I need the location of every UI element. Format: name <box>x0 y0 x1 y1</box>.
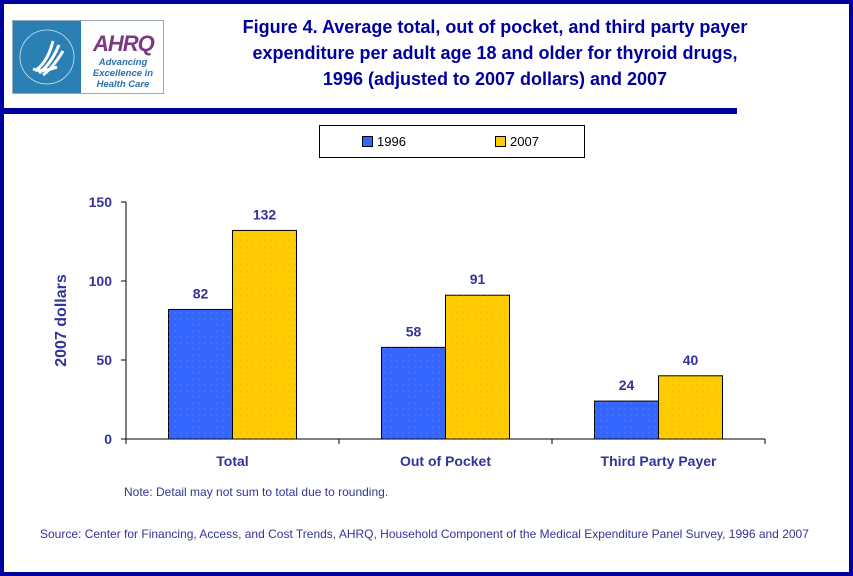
category-label: Out of Pocket <box>400 453 491 469</box>
chart-note: Note: Detail may not sum to total due to… <box>124 485 389 499</box>
legend-swatch <box>495 136 506 147</box>
chart-title: Figure 4. Average total, out of pocket, … <box>170 14 820 92</box>
legend-item-1996: 1996 <box>362 134 406 149</box>
y-tick-label: 0 <box>104 431 112 447</box>
y-tick-label: 50 <box>96 352 112 368</box>
data-label: 132 <box>253 206 277 222</box>
data-label: 24 <box>619 377 635 393</box>
bar-texture <box>232 230 297 439</box>
legend-label: 1996 <box>377 134 406 149</box>
y-tick-label: 100 <box>89 273 113 289</box>
data-label: 82 <box>193 285 209 301</box>
header-divider <box>0 108 737 114</box>
category-label: Third Party Payer <box>601 453 717 469</box>
hhs-eagle-logo <box>13 21 81 93</box>
data-label: 40 <box>683 352 699 368</box>
legend: 1996 2007 <box>319 125 585 158</box>
bar-texture <box>168 309 233 439</box>
data-label: 58 <box>406 323 422 339</box>
bar-texture <box>445 295 510 439</box>
title-line: Figure 4. Average total, out of pocket, … <box>242 17 748 37</box>
y-axis-label: 2007 dollars <box>53 274 70 367</box>
bar-texture <box>594 401 659 439</box>
title-line: 1996 (adjusted to 2007 dollars) and 2007 <box>322 69 668 89</box>
bar-texture <box>381 347 446 439</box>
ahrq-tagline: Advancing Excellence in Health Care <box>92 57 154 90</box>
category-label: Total <box>216 453 248 469</box>
title-line: expenditure per adult age 18 and older f… <box>252 43 738 63</box>
legend-swatch <box>362 136 373 147</box>
y-tick-label: 150 <box>89 194 113 210</box>
ahrq-logo: AHRQ Advancing Excellence in Health Care <box>12 20 164 94</box>
chart-source: Source: Center for Financing, Access, an… <box>40 527 809 541</box>
legend-item-2007: 2007 <box>495 134 539 149</box>
ahrq-wordmark: AHRQ <box>93 31 155 56</box>
bar-texture <box>658 375 723 439</box>
legend-label: 2007 <box>510 134 539 149</box>
data-label: 91 <box>470 271 486 287</box>
